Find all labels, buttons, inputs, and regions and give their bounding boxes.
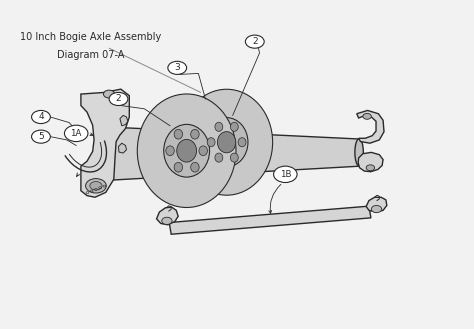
Circle shape	[371, 205, 382, 213]
Text: 1B: 1B	[280, 170, 291, 179]
Ellipse shape	[205, 118, 248, 167]
Circle shape	[86, 179, 106, 193]
Circle shape	[366, 165, 374, 171]
Polygon shape	[118, 143, 127, 153]
Polygon shape	[120, 115, 128, 126]
Ellipse shape	[218, 132, 236, 153]
Ellipse shape	[191, 129, 199, 139]
Ellipse shape	[230, 122, 238, 131]
Text: 10 Inch Bogie Axle Assembly: 10 Inch Bogie Axle Assembly	[20, 32, 161, 42]
Ellipse shape	[215, 122, 223, 131]
Ellipse shape	[164, 124, 210, 177]
Ellipse shape	[174, 129, 182, 139]
Circle shape	[246, 35, 264, 48]
Circle shape	[363, 114, 371, 119]
Circle shape	[162, 217, 172, 224]
Ellipse shape	[151, 110, 222, 191]
Circle shape	[32, 130, 50, 143]
Polygon shape	[156, 207, 178, 225]
Ellipse shape	[230, 153, 238, 162]
Circle shape	[109, 92, 128, 106]
Circle shape	[32, 111, 50, 124]
Polygon shape	[104, 127, 361, 180]
Ellipse shape	[199, 137, 215, 156]
Ellipse shape	[238, 138, 246, 147]
Ellipse shape	[137, 94, 236, 208]
Ellipse shape	[191, 163, 199, 172]
Text: 2: 2	[252, 37, 257, 46]
Ellipse shape	[166, 146, 174, 156]
Text: Diagram 07-A: Diagram 07-A	[56, 50, 124, 60]
Circle shape	[103, 90, 115, 98]
Ellipse shape	[207, 138, 215, 147]
Circle shape	[90, 182, 102, 190]
Ellipse shape	[215, 153, 223, 162]
Circle shape	[168, 61, 187, 74]
Polygon shape	[357, 111, 384, 143]
Text: 1A: 1A	[71, 129, 82, 138]
Ellipse shape	[174, 163, 182, 172]
Text: 3: 3	[174, 63, 180, 72]
Polygon shape	[169, 206, 371, 234]
Polygon shape	[81, 89, 129, 197]
Ellipse shape	[355, 139, 364, 166]
Text: 5: 5	[38, 132, 44, 141]
Polygon shape	[366, 197, 387, 212]
Circle shape	[273, 166, 297, 183]
Ellipse shape	[199, 146, 208, 156]
Ellipse shape	[181, 89, 273, 195]
Text: 2: 2	[116, 94, 121, 104]
Ellipse shape	[177, 139, 197, 162]
Text: 4: 4	[38, 113, 44, 121]
Circle shape	[64, 125, 88, 141]
Ellipse shape	[194, 104, 259, 180]
Polygon shape	[358, 152, 383, 172]
